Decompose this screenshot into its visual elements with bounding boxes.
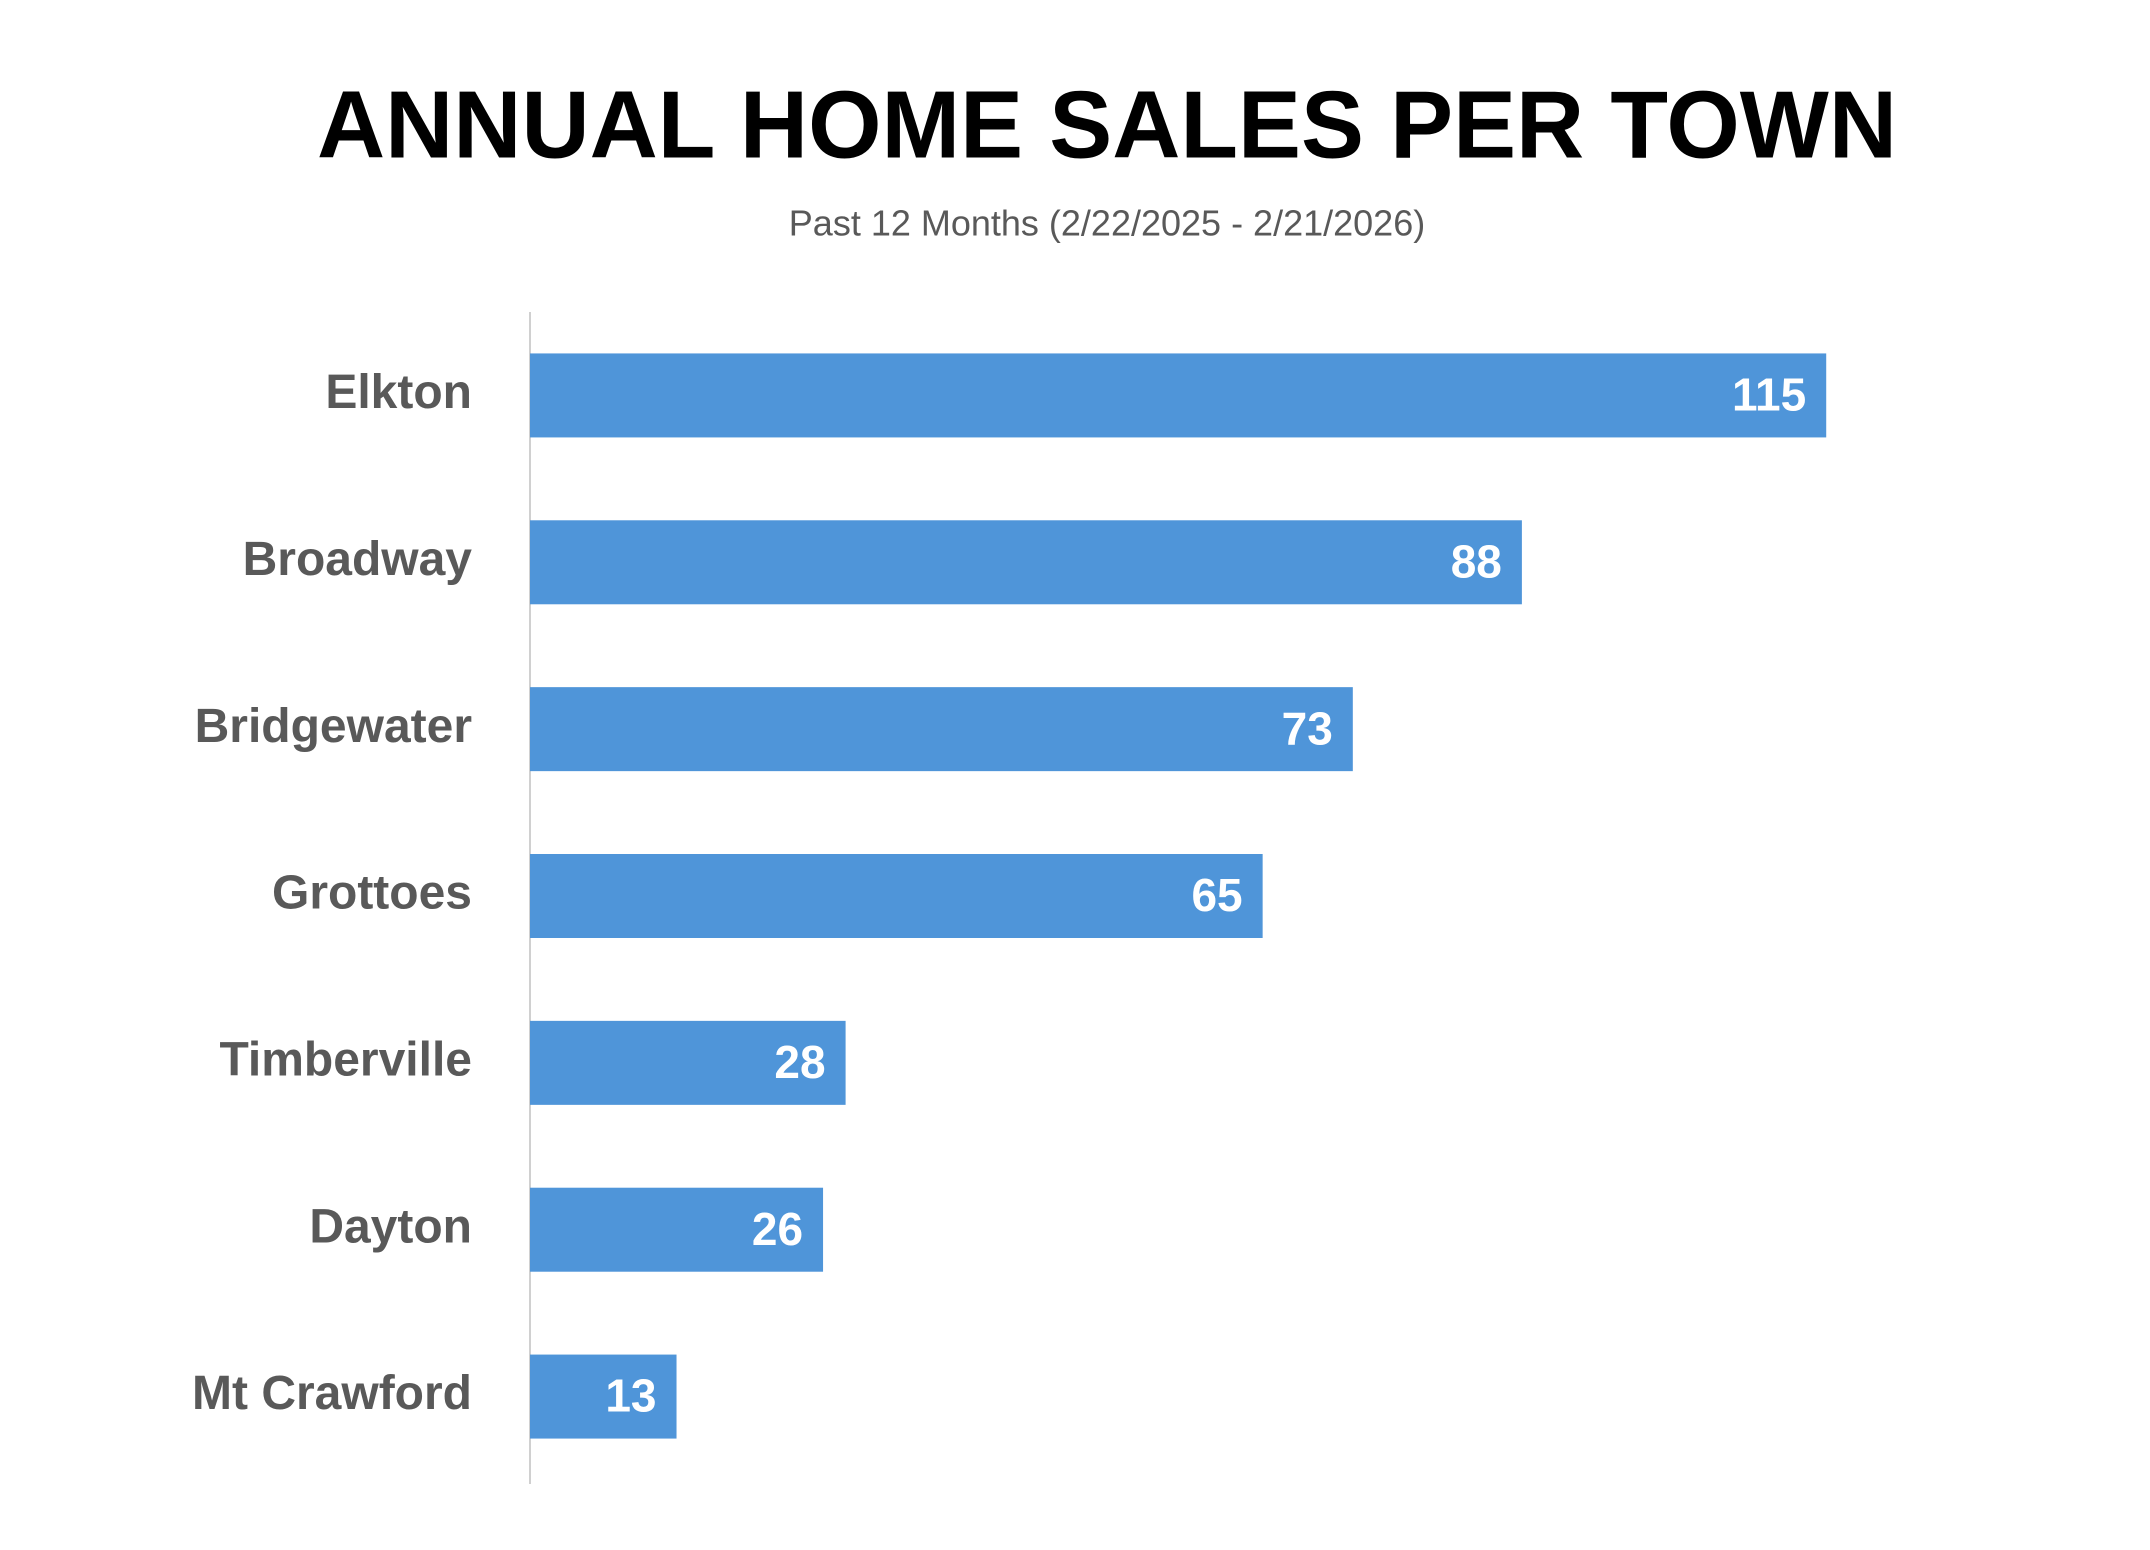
- chart-subtitle: Past 12 Months (2/22/2025 - 2/21/2026): [789, 203, 1425, 244]
- bar: [530, 1187, 824, 1272]
- bar: [530, 520, 1522, 605]
- category-label: Dayton: [309, 1200, 472, 1253]
- category-label: Bridgewater: [195, 700, 472, 753]
- value-label: 88: [1451, 535, 1502, 587]
- value-label: 13: [605, 1370, 656, 1422]
- value-label: 115: [1732, 369, 1806, 421]
- category-label: Mt Crawford: [192, 1367, 472, 1420]
- category-label: Grottoes: [272, 867, 472, 920]
- bar: [530, 687, 1353, 772]
- category-label: Timberville: [219, 1034, 472, 1087]
- value-label: 28: [774, 1036, 825, 1088]
- chart-title: ANNUAL HOME SALES PER TOWN: [317, 71, 1897, 178]
- bar: [530, 353, 1827, 438]
- value-label: 73: [1282, 702, 1333, 754]
- bar: [530, 1354, 677, 1439]
- value-label: 65: [1191, 869, 1242, 921]
- bar: [530, 1020, 846, 1105]
- category-label: Elkton: [325, 366, 472, 419]
- value-label: 26: [752, 1203, 803, 1255]
- category-label: Broadway: [243, 533, 473, 586]
- bar: [530, 854, 1263, 938]
